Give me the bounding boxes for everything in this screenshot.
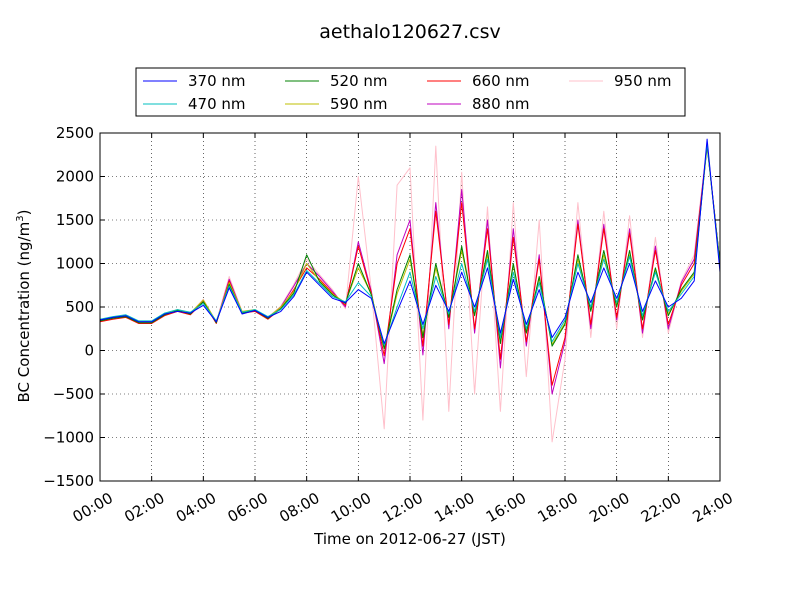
chart-title: aethalo120627.csv: [319, 21, 501, 43]
y-tick-label: 1000: [56, 255, 94, 273]
x-tick-label: 24:00: [690, 489, 736, 526]
x-tick-label: 22:00: [638, 489, 684, 526]
y-tick-label: −1000: [43, 429, 94, 447]
y-tick-label: −500: [53, 385, 94, 403]
series-layer: [99, 138, 721, 443]
x-tick-label: 00:00: [70, 489, 116, 526]
series-line-370-nm: [99, 138, 721, 344]
y-axis: −1500 −1000 −500 0 500 1000 1500 2000 2500: [43, 124, 720, 490]
y-axis-label-main: BC Concentration (ng/m: [15, 222, 33, 403]
series-line-950-nm: [99, 142, 721, 443]
x-axis-label: Time on 2012-06-27 (JST): [313, 530, 506, 548]
x-tick-label: 06:00: [225, 489, 271, 526]
x-tick-label: 18:00: [535, 489, 581, 526]
series-line-520-nm: [99, 144, 721, 350]
legend-label: 880 nm: [472, 95, 530, 113]
legend-label: 950 nm: [614, 72, 672, 90]
x-tick-label: 08:00: [276, 489, 322, 526]
y-axis-label-tail: ): [15, 210, 33, 216]
legend: 370 nm 470 nm 520 nm 590 nm 660 nm 880 nm 950 …: [135, 67, 686, 117]
y-tick-label: 0: [84, 342, 94, 360]
y-tick-label: 2500: [56, 124, 94, 142]
x-tick-label: 14:00: [431, 489, 477, 526]
y-axis-label-sup: 3: [15, 215, 26, 221]
x-tick-label: 16:00: [483, 489, 529, 526]
x-tick-label: 02:00: [121, 489, 167, 526]
x-tick-label: 10:00: [328, 489, 374, 526]
legend-label: 520 nm: [330, 72, 388, 90]
grid: [100, 133, 720, 481]
x-tick-label: 20:00: [586, 489, 632, 526]
y-tick-label: −1500: [43, 472, 94, 490]
legend-label: 590 nm: [330, 95, 388, 113]
y-tick-label: 1500: [56, 211, 94, 229]
series-line-470-nm: [99, 142, 721, 346]
legend-label: 470 nm: [188, 95, 246, 113]
legend-box: [135, 67, 686, 117]
x-axis: 00:00 02:00 04:00 06:00 08:00 10:00 12:00 14:00…: [70, 133, 736, 526]
y-tick-label: 2000: [56, 168, 94, 186]
y-tick-label: 500: [65, 298, 94, 316]
x-tick-label: 04:00: [173, 489, 219, 526]
legend-label: 660 nm: [472, 72, 530, 90]
legend-label: 370 nm: [188, 72, 246, 90]
y-axis-label: BC Concentration (ng/m3): [15, 210, 33, 403]
x-tick-label: 12:00: [380, 489, 426, 526]
